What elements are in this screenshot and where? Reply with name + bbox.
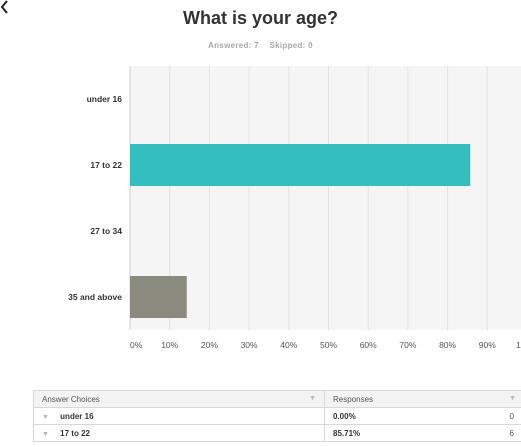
x-tick-label: 100% xyxy=(516,340,521,350)
table-row[interactable]: ▼ 17 to 22 85.71% 6 xyxy=(33,424,521,442)
responses-table: Answer Choices ▼ Responses ▼ ▼ under 16 … xyxy=(33,390,521,442)
category-label: 17 to 22 xyxy=(90,160,122,170)
x-tick-label: 0% xyxy=(130,340,143,350)
response-percent: 0.00% xyxy=(333,411,356,421)
x-tick-label: 10% xyxy=(161,340,178,350)
x-tick-label: 60% xyxy=(360,340,377,350)
sort-caret-icon: ▼ xyxy=(509,394,516,402)
x-tick-label: 20% xyxy=(201,340,218,350)
plot-area xyxy=(130,66,521,330)
response-count: 0 xyxy=(509,411,514,421)
corner-arrow-icon xyxy=(0,0,8,14)
bar[interactable] xyxy=(130,144,471,186)
bar-chart: under 16 17 to 22 27 to 34 35 and above 0% 10… xyxy=(68,66,521,350)
expand-row-icon[interactable]: ▼ xyxy=(42,430,49,438)
table-row[interactable]: ▼ under 16 0.00% 0 xyxy=(33,407,521,425)
choice-label: under 16 xyxy=(60,411,94,421)
category-label: under 16 xyxy=(87,94,123,104)
skipped-count: Skipped: 0 xyxy=(269,41,313,50)
responses-header[interactable]: Responses ▼ xyxy=(324,390,521,408)
response-count: 6 xyxy=(509,428,514,438)
answered-count: Answered: 7 xyxy=(208,41,259,50)
x-tick-label: 30% xyxy=(241,340,258,350)
x-tick-label: 90% xyxy=(479,340,496,350)
expand-row-icon[interactable]: ▼ xyxy=(42,413,49,421)
x-tick-label: 40% xyxy=(280,340,297,350)
x-tick-label: 80% xyxy=(439,340,456,350)
x-tick-label: 50% xyxy=(320,340,337,350)
category-label: 27 to 34 xyxy=(90,226,122,236)
sort-caret-icon: ▼ xyxy=(309,394,316,402)
x-tick-label: 70% xyxy=(399,340,416,350)
response-percent: 85.71% xyxy=(333,428,361,438)
response-summary: Answered: 7 Skipped: 0 xyxy=(0,41,521,50)
table-header-row: Answer Choices ▼ Responses ▼ xyxy=(33,390,521,408)
category-label: 35 and above xyxy=(68,292,122,302)
answer-choices-header[interactable]: Answer Choices ▼ xyxy=(33,390,325,408)
bar[interactable] xyxy=(130,276,187,318)
choice-label: 17 to 22 xyxy=(60,428,90,438)
chart-title: What is your age? xyxy=(182,8,339,28)
